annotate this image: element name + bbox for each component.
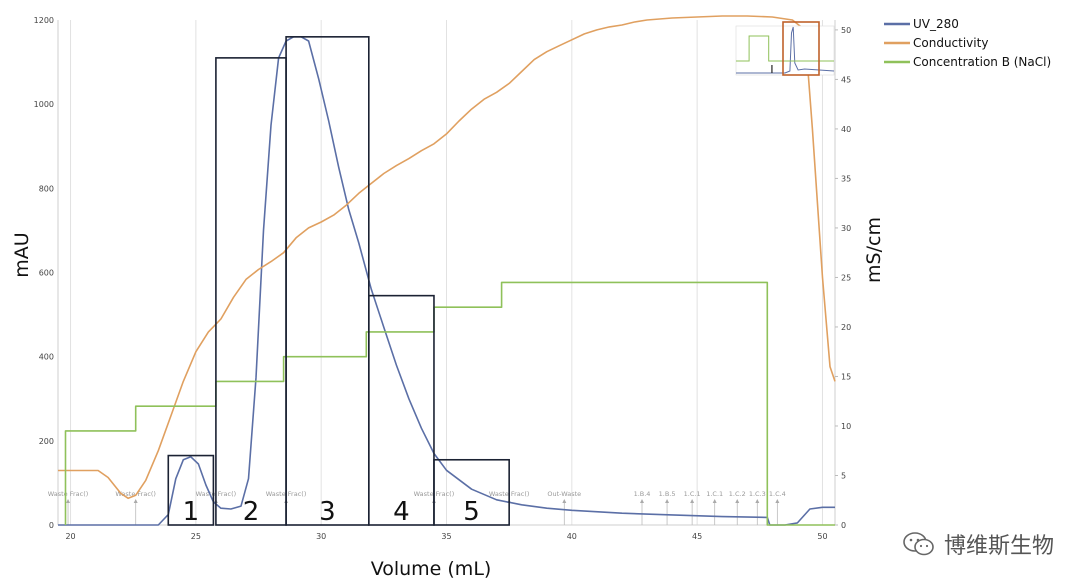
marker-label: Out-Waste bbox=[547, 490, 581, 498]
grid-lines bbox=[70, 20, 823, 525]
fraction-number: 5 bbox=[463, 497, 480, 527]
fraction-box bbox=[285, 36, 370, 526]
overview-inset bbox=[735, 21, 835, 76]
series-line-uv-280 bbox=[58, 36, 835, 526]
fraction-number: 4 bbox=[393, 497, 410, 527]
y-tick-label: 1000 bbox=[34, 100, 54, 109]
marker-arrow bbox=[640, 499, 645, 503]
x-tick-label: 40 bbox=[567, 532, 577, 541]
y2-tick-label: 30 bbox=[841, 224, 851, 233]
x-tick-label: 45 bbox=[692, 532, 702, 541]
y-axis-title: mAU bbox=[11, 232, 33, 277]
marker-label: 1.B.5 bbox=[659, 490, 676, 498]
y-tick-label: 200 bbox=[39, 437, 54, 446]
marker-arrow bbox=[665, 499, 670, 503]
marker-label: 1.C.2 bbox=[729, 490, 746, 498]
y-tick-label: 0 bbox=[49, 521, 54, 530]
x-tick-label: 50 bbox=[817, 532, 827, 541]
marker-label: 1.B.4 bbox=[634, 490, 651, 498]
marker-arrow bbox=[712, 499, 717, 503]
marker-arrow bbox=[775, 499, 780, 503]
fraction-markers: Waste Frac() Waste Frac() Waste Frac() Wast… bbox=[48, 490, 786, 525]
fraction-box bbox=[367, 294, 435, 526]
x-axis-title: Volume (mL) bbox=[371, 558, 492, 580]
legend-label: Conductivity bbox=[913, 36, 988, 50]
legend: UV_280 Conductivity Concentration B (NaCl) bbox=[884, 17, 1051, 69]
inset-frame bbox=[735, 25, 835, 76]
series-line-conductivity bbox=[58, 15, 836, 500]
marker-arrow bbox=[562, 499, 567, 503]
y2-tick-label: 10 bbox=[841, 422, 851, 431]
marker-arrow bbox=[133, 499, 138, 503]
marker-label: 1.C.3 bbox=[749, 490, 766, 498]
marker-label: 1.C.1 bbox=[684, 490, 701, 498]
series-line-concentration-b-nacl bbox=[64, 281, 835, 526]
inset-zoom-window bbox=[782, 21, 820, 76]
inset-concentration-line bbox=[736, 35, 834, 62]
x-tick-label: 30 bbox=[316, 532, 326, 541]
y2-tick-label: 15 bbox=[841, 372, 851, 381]
marker-arrow bbox=[735, 499, 740, 503]
y2-tick-label: 45 bbox=[841, 75, 851, 84]
x-tick-label: 25 bbox=[191, 532, 201, 541]
marker-label: Waste Frac() bbox=[48, 490, 89, 498]
wechat-icon bbox=[903, 532, 934, 556]
fraction-number: 3 bbox=[319, 497, 336, 527]
fraction-box bbox=[167, 454, 215, 526]
watermark-text: 博维斯生物 bbox=[943, 534, 1054, 559]
y2-tick-label: 5 bbox=[841, 471, 846, 480]
marker-label: 1.C.1 bbox=[706, 490, 723, 498]
legend-label: Concentration B (NaCl) bbox=[913, 55, 1051, 69]
y2-tick-label: 25 bbox=[841, 273, 851, 282]
y2-tick-label: 35 bbox=[841, 174, 851, 183]
y2-tick-label: 20 bbox=[841, 323, 851, 332]
y-tick-label: 400 bbox=[39, 353, 54, 362]
y2-axis-title: mS/cm bbox=[863, 217, 885, 283]
fraction-number: 1 bbox=[183, 497, 200, 527]
x-tick-label: 20 bbox=[65, 532, 75, 541]
axes: 20 25 30 35 40 45 5002004006008001000120005101… bbox=[34, 16, 852, 541]
fraction-number: 2 bbox=[243, 497, 260, 527]
marker-arrow bbox=[690, 499, 695, 503]
y-tick-label: 1200 bbox=[34, 16, 54, 25]
series-lines bbox=[58, 15, 836, 526]
y-tick-label: 800 bbox=[39, 184, 54, 193]
x-tick-label: 35 bbox=[441, 532, 451, 541]
watermark: 博维斯生物 bbox=[902, 528, 1054, 560]
y2-tick-label: 50 bbox=[841, 26, 851, 35]
y-tick-label: 600 bbox=[39, 269, 54, 278]
fraction-box bbox=[433, 458, 510, 526]
marker-arrow bbox=[755, 499, 760, 503]
marker-arrow bbox=[66, 499, 71, 503]
y2-tick-label: 40 bbox=[841, 125, 851, 134]
marker-label: 1.C.4 bbox=[769, 490, 786, 498]
fraction-boxes: 1 2 3 4 5 bbox=[167, 36, 510, 527]
legend-label: UV_280 bbox=[913, 17, 959, 31]
y2-tick-label: 0 bbox=[841, 521, 846, 530]
inset-uv-line bbox=[736, 26, 835, 74]
